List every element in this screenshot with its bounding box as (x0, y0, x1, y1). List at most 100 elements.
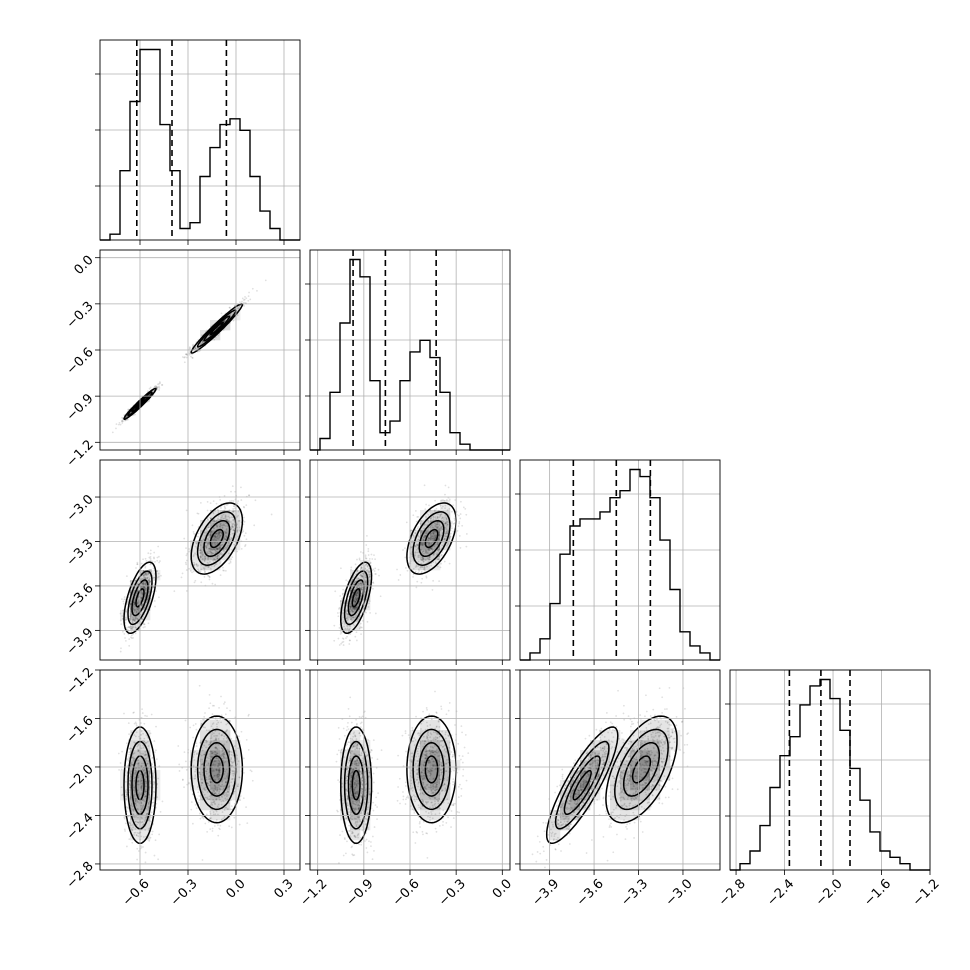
sample-point (354, 563, 357, 566)
sample-point (222, 543, 224, 546)
sample-point (206, 561, 209, 564)
sample-point (369, 579, 372, 581)
sample-point (137, 744, 140, 747)
sample-point (132, 591, 135, 594)
sample-point (145, 574, 147, 576)
sample-point (203, 569, 206, 572)
sample-point (359, 597, 362, 600)
sample-point (211, 582, 214, 585)
sample-point (192, 531, 195, 533)
sample-point (206, 551, 209, 554)
sample-point (360, 587, 363, 590)
sample-point (206, 542, 209, 545)
sample-point (132, 808, 134, 811)
sample-point (141, 603, 143, 606)
sample-point (183, 356, 186, 359)
sample-point (195, 563, 198, 566)
sample-point (338, 607, 340, 610)
sample-point (136, 759, 139, 761)
sample-point (352, 616, 354, 619)
sample-point (214, 534, 216, 537)
sample-point (141, 603, 143, 606)
density-cell (120, 780, 131, 791)
sample-point (444, 516, 446, 519)
sample-point (214, 779, 216, 781)
sample-point (210, 517, 212, 520)
sample-point (185, 768, 188, 771)
sample-point (215, 532, 217, 535)
density-cell (430, 520, 441, 531)
sample-point (434, 543, 436, 546)
sample-point (232, 522, 235, 525)
sample-point (190, 355, 192, 358)
sample-point (231, 770, 234, 773)
density-cell (410, 550, 421, 561)
sample-point (230, 805, 233, 807)
sample-point (429, 558, 431, 561)
sample-point (141, 762, 143, 765)
sample-point (193, 581, 196, 584)
sample-point (140, 765, 142, 767)
sample-point (224, 515, 227, 518)
sample-point (356, 591, 359, 594)
sample-point (219, 526, 222, 529)
sample-point (230, 313, 233, 316)
density-cell (210, 730, 221, 741)
sample-point (132, 759, 135, 762)
sample-point (148, 568, 151, 571)
sample-point (216, 790, 218, 792)
sample-point (346, 627, 349, 630)
sample-point (127, 408, 130, 411)
sample-point (136, 563, 139, 566)
sample-point (438, 530, 440, 533)
sample-point (133, 605, 136, 608)
sample-point (212, 500, 215, 503)
sample-point (420, 562, 423, 565)
sample-point (359, 574, 362, 577)
sample-point (451, 527, 453, 530)
sample-point (229, 561, 232, 564)
sample-point (245, 806, 247, 809)
sample-point (129, 625, 132, 628)
sample-point (194, 777, 197, 780)
sample-point (212, 552, 215, 555)
sample-point (212, 548, 215, 551)
sample-point (361, 574, 363, 577)
sample-point (341, 641, 344, 644)
sample-point (419, 566, 422, 569)
sample-point (222, 755, 225, 758)
sample-point (424, 550, 427, 553)
sample-point (225, 518, 228, 521)
sample-point (443, 537, 446, 540)
sample-point (420, 529, 423, 532)
sample-point (419, 522, 422, 525)
sample-point (188, 348, 191, 351)
sample-point (193, 532, 195, 535)
sample-point (128, 638, 131, 641)
sample-point (222, 752, 225, 755)
sample-point (224, 517, 227, 519)
sample-point (129, 591, 132, 594)
sample-point (419, 565, 422, 568)
sample-point (236, 531, 239, 534)
sample-point (230, 764, 233, 767)
sample-point (144, 557, 147, 560)
sample-point (137, 595, 140, 598)
sample-point (130, 802, 133, 805)
sample-point (414, 551, 417, 554)
sample-point (417, 525, 420, 528)
sample-point (343, 625, 346, 628)
sample-point (128, 607, 131, 609)
sample-point (197, 564, 200, 567)
sample-point (183, 361, 186, 364)
sample-point (366, 620, 369, 623)
sample-point (356, 594, 359, 597)
sample-point (201, 557, 204, 560)
sample-point (428, 504, 430, 507)
sample-point (230, 527, 233, 529)
sample-point (150, 568, 153, 571)
sample-point (446, 509, 449, 512)
sample-point (437, 509, 440, 512)
sample-point (215, 526, 217, 529)
sample-point (136, 617, 139, 620)
